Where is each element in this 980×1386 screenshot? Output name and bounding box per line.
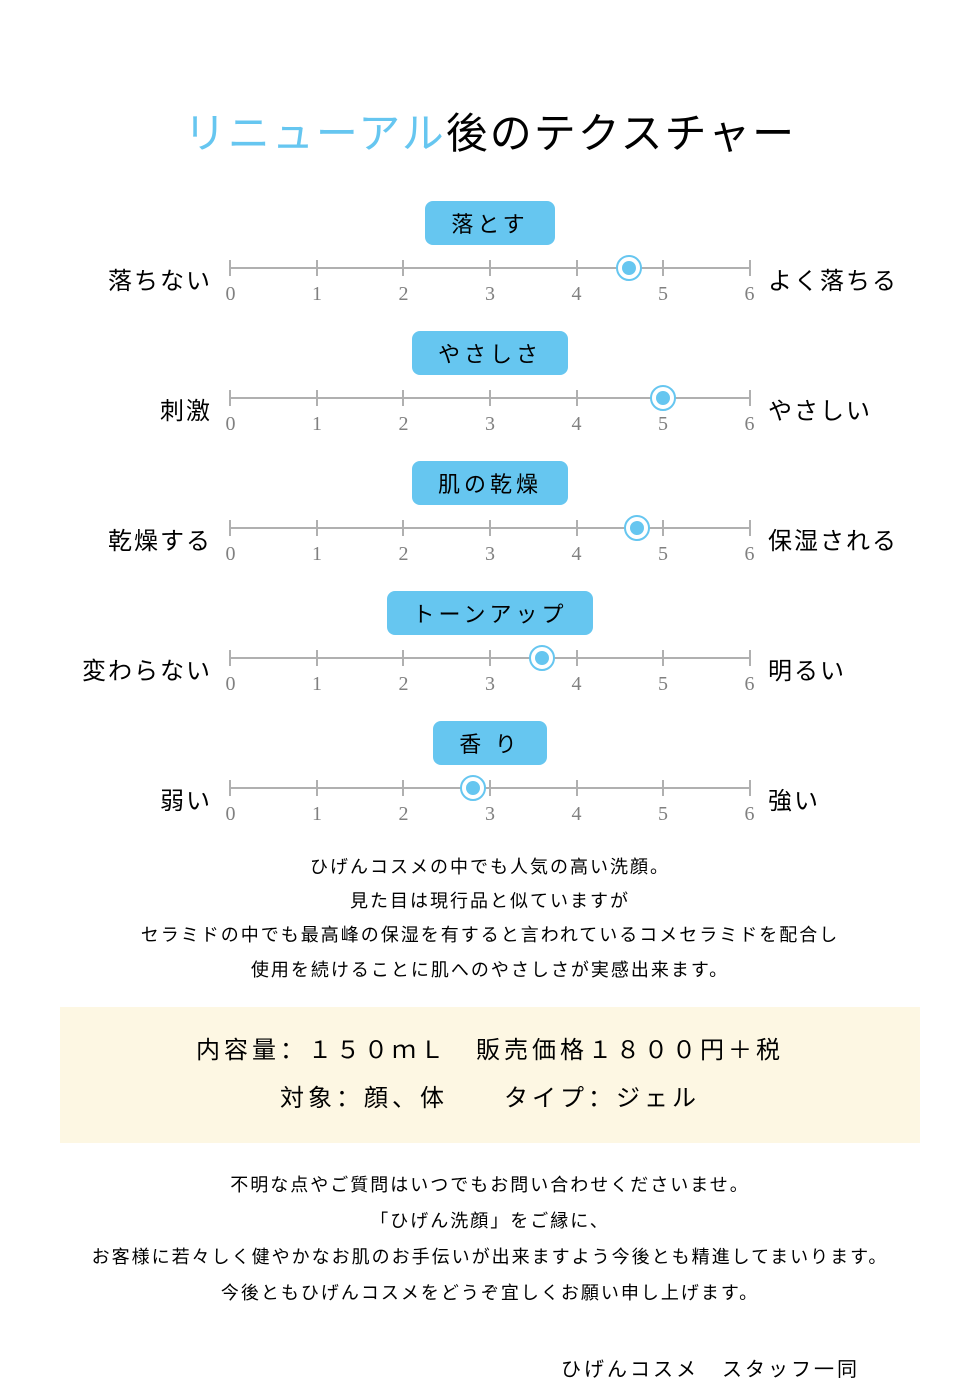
- scale-number: 0: [224, 673, 238, 696]
- scale-number: 3: [483, 803, 497, 826]
- slider-tag: 落とす: [425, 201, 554, 245]
- slider-row: 刺激0123456やさしい: [60, 387, 920, 436]
- description-block: ひげんコスメの中でも人気の高い洗顔。見た目は現行品と似ていますがセラミドの中でも…: [60, 850, 920, 987]
- scale-number: 2: [397, 283, 411, 306]
- closing-line: お客様に若々しく健やかなお肌のお手伝いが出来ますよう今後とも精進してまいります。: [60, 1239, 920, 1275]
- scale-number: 5: [656, 673, 670, 696]
- slider-row: 乾燥する0123456保湿される: [60, 517, 920, 566]
- scale-number: 1: [310, 283, 324, 306]
- slider-marker: [650, 385, 676, 411]
- scale-number: 0: [224, 283, 238, 306]
- slider-marker: [616, 255, 642, 281]
- slider-row: 落ちない0123456よく落ちる: [60, 257, 920, 306]
- page-title: リニューアル後のテクスチャー: [60, 100, 920, 161]
- slider-block: 肌の乾燥乾燥する0123456保湿される: [60, 461, 920, 566]
- sliders-container: 落とす落ちない0123456よく落ちるやさしさ刺激0123456やさしい肌の乾燥…: [60, 201, 920, 826]
- closing-line: 「ひげん洗顔」をご縁に、: [60, 1203, 920, 1239]
- scale-number: 3: [483, 283, 497, 306]
- scale-number: 2: [397, 543, 411, 566]
- slider-tag: 肌の乾燥: [412, 461, 568, 505]
- scale-number: 5: [656, 283, 670, 306]
- slider-scale: 0123456: [230, 777, 750, 826]
- scale-number: 1: [310, 413, 324, 436]
- slider-scale: 0123456: [230, 387, 750, 436]
- slider-block: 香 り弱い0123456強い: [60, 721, 920, 826]
- description-line: 見た目は現行品と似ていますが: [60, 884, 920, 918]
- slider-left-label: 乾燥する: [80, 517, 230, 556]
- scale-number: 4: [570, 543, 584, 566]
- slider-tag: トーンアップ: [387, 591, 594, 635]
- scale-number: 4: [570, 283, 584, 306]
- slider-block: トーンアップ変わらない0123456明るい: [60, 591, 920, 696]
- slider-left-label: 変わらない: [80, 647, 230, 686]
- closing-line: 今後ともひげんコスメをどうぞ宜しくお願い申し上げます。: [60, 1275, 920, 1311]
- slider-scale: 0123456: [230, 517, 750, 566]
- scale-number: 4: [570, 803, 584, 826]
- slider-left-label: 刺激: [80, 387, 230, 426]
- slider-tag: 香 り: [433, 721, 547, 765]
- scale-number: 0: [224, 413, 238, 436]
- slider-block: やさしさ刺激0123456やさしい: [60, 331, 920, 436]
- scale-number: 3: [483, 543, 497, 566]
- scale-number: 2: [397, 803, 411, 826]
- slider-marker: [460, 775, 486, 801]
- slider-left-label: 落ちない: [80, 257, 230, 296]
- closing-line: 不明な点やご質問はいつでもお問い合わせくださいませ。: [60, 1167, 920, 1203]
- scale-number: 5: [656, 413, 670, 436]
- scale-number: 1: [310, 543, 324, 566]
- slider-left-label: 弱い: [80, 777, 230, 816]
- slider-marker: [624, 515, 650, 541]
- scale-number: 3: [483, 413, 497, 436]
- slider-scale: 0123456: [230, 647, 750, 696]
- description-line: セラミドの中でも最高峰の保湿を有すると言われているコメセラミドを配合し: [60, 918, 920, 952]
- slider-row: 弱い0123456強い: [60, 777, 920, 826]
- scale-number: 5: [656, 543, 670, 566]
- closing-block: 不明な点やご質問はいつでもお問い合わせくださいませ。「ひげん洗顔」をご縁に、お客…: [60, 1167, 920, 1311]
- slider-right-label: やさしい: [750, 387, 900, 426]
- slider-right-label: 明るい: [750, 647, 900, 686]
- scale-number: 3: [483, 673, 497, 696]
- info-line-2: 対象：顔、体 タイプ：ジェル: [70, 1075, 910, 1123]
- scale-number: 5: [656, 803, 670, 826]
- slider-right-label: 強い: [750, 777, 900, 816]
- scale-number: 1: [310, 803, 324, 826]
- slider-row: 変わらない0123456明るい: [60, 647, 920, 696]
- slider-tag: やさしさ: [412, 331, 568, 375]
- scale-number: 4: [570, 413, 584, 436]
- description-line: 使用を続けることに肌へのやさしさが実感出来ます。: [60, 953, 920, 987]
- scale-number: 2: [397, 413, 411, 436]
- description-line: ひげんコスメの中でも人気の高い洗顔。: [60, 850, 920, 884]
- signature: ひげんコスメ スタッフ一同: [60, 1353, 920, 1382]
- info-line-1: 内容量：１５０ｍＬ 販売価格１８００円＋税: [70, 1027, 910, 1075]
- slider-right-label: 保湿される: [750, 517, 900, 556]
- scale-number: 4: [570, 673, 584, 696]
- scale-number: 0: [224, 543, 238, 566]
- info-box: 内容量：１５０ｍＬ 販売価格１８００円＋税 対象：顔、体 タイプ：ジェル: [60, 1007, 920, 1143]
- scale-number: 1: [310, 673, 324, 696]
- title-highlight: リニューアル: [184, 112, 446, 158]
- slider-right-label: よく落ちる: [750, 257, 900, 296]
- slider-block: 落とす落ちない0123456よく落ちる: [60, 201, 920, 306]
- slider-scale: 0123456: [230, 257, 750, 306]
- slider-marker: [529, 645, 555, 671]
- scale-number: 2: [397, 673, 411, 696]
- scale-number: 0: [224, 803, 238, 826]
- title-rest: 後のテクスチャー: [446, 112, 796, 158]
